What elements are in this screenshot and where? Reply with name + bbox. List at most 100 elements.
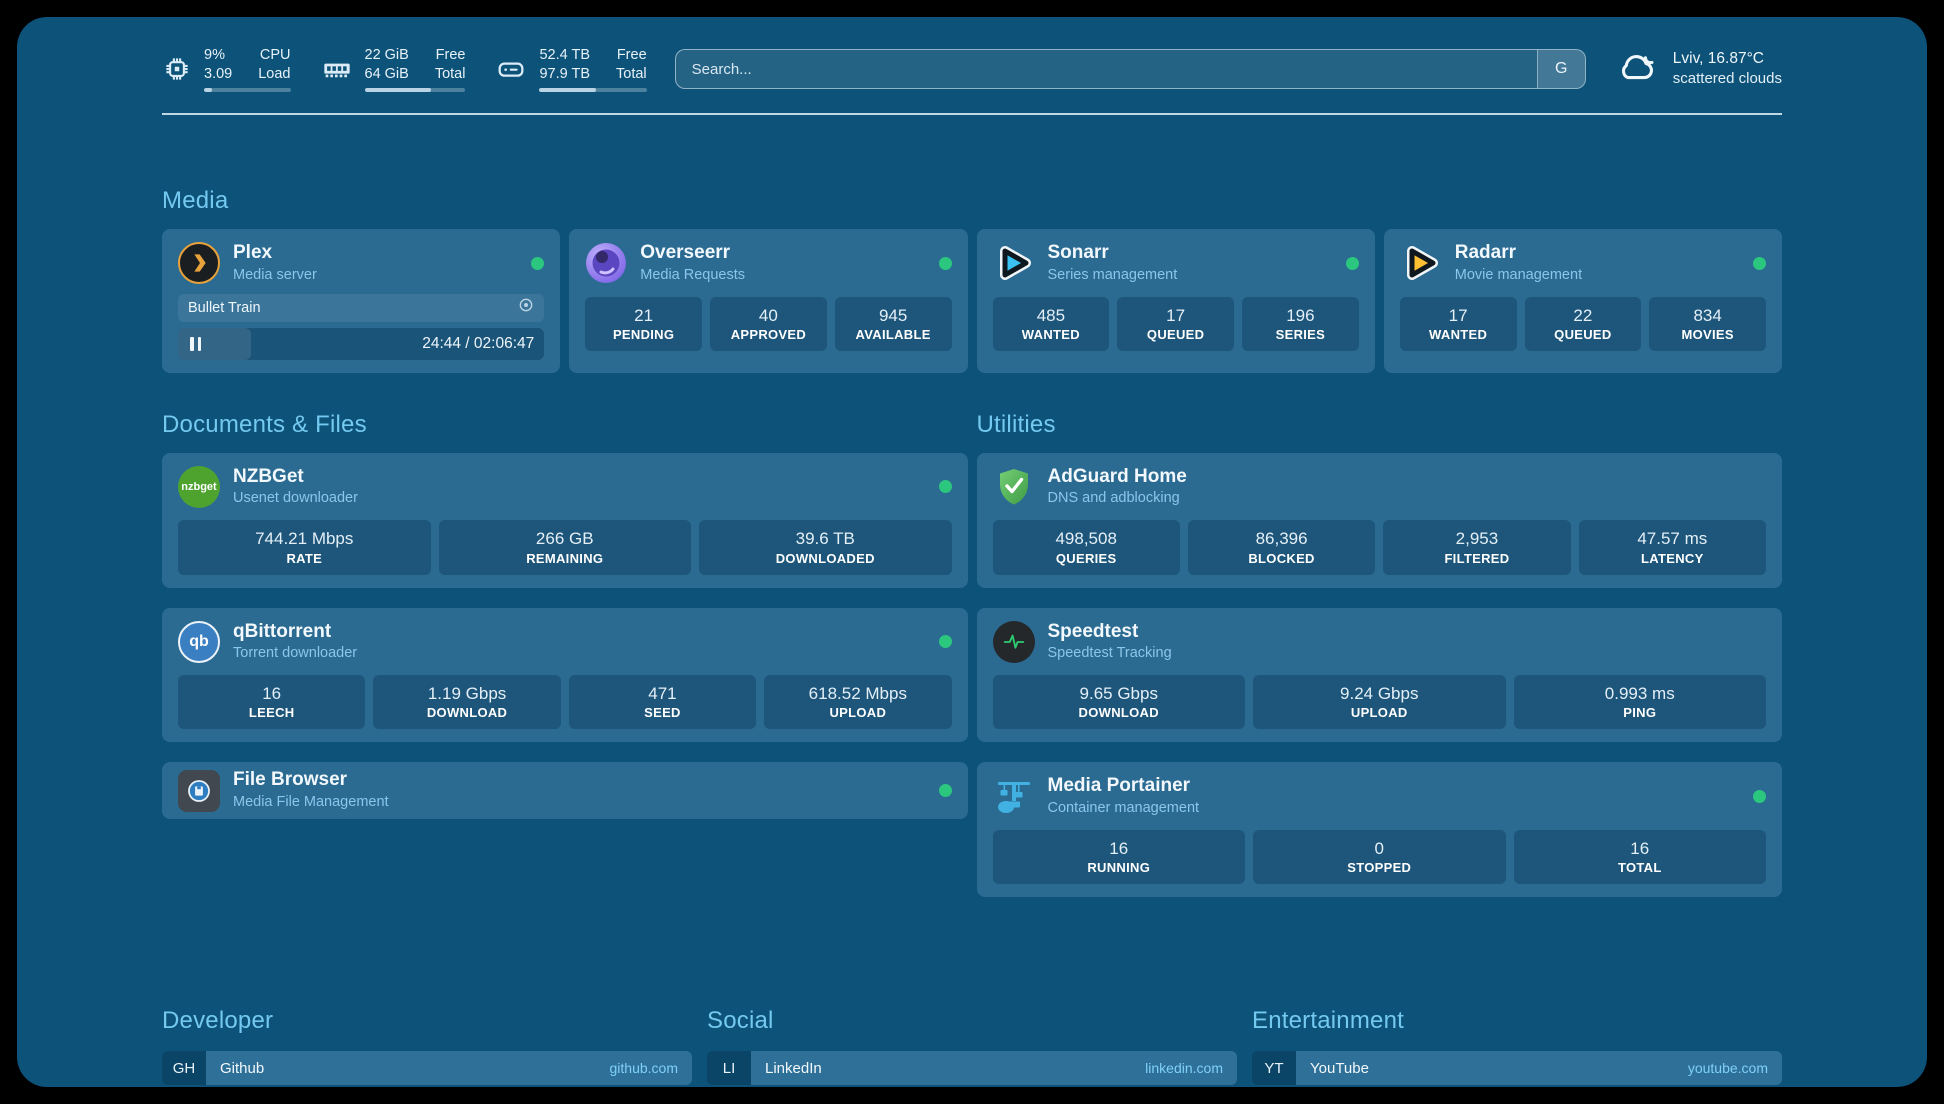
filebrowser-card[interactable]: File Browser Media File Management [162, 762, 968, 820]
app-subtitle: Movie management [1454, 266, 1583, 283]
entertainment-section-title: Entertainment [1252, 1007, 1405, 1035]
developer-section: Developer GH Github github.com SO StackO… [162, 1007, 692, 1087]
stat-box: 16 TOTAL [1513, 830, 1766, 885]
link-abbr: YT [1252, 1051, 1296, 1086]
plex-card[interactable]: Plex Media server Bullet Train [162, 229, 561, 373]
radarr-card[interactable]: Radarr Movie management 17 WANTED 22 QUE… [1383, 229, 1782, 373]
app-title: Speedtest [1047, 620, 1139, 642]
speedtest-icon [992, 620, 1035, 663]
sonarr-card[interactable]: Sonarr Series management 485 WANTED 17 Q… [976, 229, 1375, 373]
adguard-icon [993, 466, 1035, 508]
search-engine-button[interactable]: G [1536, 50, 1585, 88]
link-abbr: LI [707, 1051, 751, 1086]
stat-box: 21 PENDING [585, 296, 702, 351]
nzbget-card[interactable]: nzbget NZBGet Usenet downloader 744.21 M… [162, 452, 968, 588]
adguard-card[interactable]: AdGuard Home DNS and adblocking 498,508 … [976, 452, 1782, 588]
link-name: LinkedIn [765, 1059, 822, 1077]
app-title: AdGuard Home [1047, 465, 1187, 487]
filebrowser-icon [178, 769, 220, 812]
app-title: File Browser [233, 769, 348, 791]
header-divider [162, 113, 1782, 115]
app-title: Sonarr [1047, 242, 1109, 263]
disk-stat: 52.4 TB 97.9 TB Free Total [495, 46, 647, 93]
status-dot [938, 480, 952, 494]
overseerr-card[interactable]: Overseerr Media Requests 21 PENDING 40 A… [569, 229, 968, 373]
entertainment-section: Entertainment YT YouTube youtube.com NF … [1252, 1007, 1782, 1087]
portainer-card[interactable]: Media Portainer Container management 16 … [976, 762, 1782, 898]
disk-label-2: Total [616, 65, 647, 82]
overseerr-icon [585, 242, 627, 284]
stat-box: 196 SERIES [1242, 296, 1359, 351]
stat-box: 16 LEECH [178, 675, 366, 730]
app-title: Media Portainer [1047, 775, 1191, 797]
status-dot [531, 256, 545, 270]
stat-box: 0 STOPPED [1253, 830, 1506, 885]
now-playing-title: Bullet Train [188, 299, 261, 316]
stat-box: 834 MOVIES [1649, 296, 1766, 351]
stat-box: 17 QUEUED [1117, 296, 1234, 351]
plex-icon [178, 242, 220, 285]
media-section-title: Media [162, 187, 229, 214]
disk-icon [495, 53, 527, 85]
portainer-icon [993, 776, 1035, 818]
stat-box: 40 APPROVED [710, 296, 827, 351]
app-title: Radarr [1454, 242, 1516, 263]
link-domain: github.com [609, 1060, 678, 1077]
stat-box: 16 RUNNING [992, 830, 1245, 885]
stat-box: 39.6 TB DOWNLOADED [699, 520, 952, 575]
radarr-icon [1400, 242, 1442, 284]
pause-button[interactable] [188, 335, 203, 353]
stat-box: 485 WANTED [992, 296, 1110, 351]
speedtest-card[interactable]: Speedtest Speedtest Tracking 9.65 Gbps D… [976, 607, 1782, 743]
developer-section-title: Developer [162, 1007, 274, 1035]
stat-box: 471 SEED [568, 675, 757, 730]
stat-box: 618.52 Mbps UPLOAD [764, 675, 952, 730]
search-input[interactable] [675, 50, 1537, 88]
weather-condition: scattered clouds [1672, 70, 1782, 88]
now-playing-row: Bullet Train [178, 293, 545, 322]
status-dot [938, 784, 952, 798]
qbittorrent-card[interactable]: qb qBittorrent Torrent downloader 16 LEE… [162, 607, 968, 743]
stat-box: 2,953 FILTERED [1383, 520, 1571, 575]
media-section: Media Plex Media server [162, 187, 1782, 373]
social-section: Social LI LinkedIn linkedin.com TW Twitt… [707, 1007, 1237, 1087]
app-title: NZBGet [233, 465, 304, 487]
cpu-stat: 9% 3.09 CPU Load [162, 46, 291, 93]
documents-section-title: Documents & Files [162, 410, 367, 438]
qbittorrent-icon: qb [178, 620, 220, 663]
link-name: YouTube [1310, 1059, 1369, 1077]
link-domain: youtube.com [1687, 1060, 1768, 1077]
dashboard: 9% 3.09 CPU Load [17, 17, 1927, 1087]
app-subtitle: Media server [233, 266, 317, 283]
app-subtitle: Container management [1047, 800, 1200, 817]
stat-box: 9.24 Gbps UPLOAD [1253, 675, 1506, 730]
app-subtitle: Series management [1047, 266, 1178, 283]
status-dot [1345, 256, 1359, 270]
link-github[interactable]: GH Github github.com [162, 1051, 692, 1086]
app-subtitle: Speedtest Tracking [1047, 645, 1172, 662]
ram-stat: 22 GiB 64 GiB Free Total [321, 46, 466, 93]
link-domain: linkedin.com [1145, 1060, 1223, 1077]
app-title: Overseerr [640, 242, 731, 263]
app-subtitle: Media File Management [233, 794, 389, 811]
status-dot [938, 256, 952, 270]
sonarr-icon [993, 242, 1035, 284]
weather-location-temp: Lviv, 16.87°C [1672, 50, 1764, 68]
nzbget-icon: nzbget [178, 465, 220, 508]
social-section-title: Social [707, 1007, 774, 1035]
link-linkedin[interactable]: LI LinkedIn linkedin.com [707, 1051, 1237, 1086]
cpu-progress-bar [204, 88, 291, 93]
link-youtube[interactable]: YT YouTube youtube.com [1252, 1051, 1782, 1086]
stat-box: 9.65 Gbps DOWNLOAD [992, 675, 1245, 730]
stat-box: 47.57 ms LATENCY [1578, 520, 1766, 575]
app-subtitle: Usenet downloader [233, 490, 358, 507]
top-bar: 9% 3.09 CPU Load [162, 17, 1782, 99]
stat-box: 86,396 BLOCKED [1187, 520, 1376, 575]
documents-section: Documents & Files nzbget NZBGet Usenet d… [162, 411, 968, 898]
cpu-usage-value: 9% [204, 46, 225, 63]
cpu-icon [162, 54, 192, 84]
cpu-label-2: Load [258, 65, 291, 82]
search-bar: G [674, 49, 1586, 89]
link-abbr: GH [162, 1051, 206, 1086]
ram-total-value: 64 GiB [364, 65, 409, 82]
